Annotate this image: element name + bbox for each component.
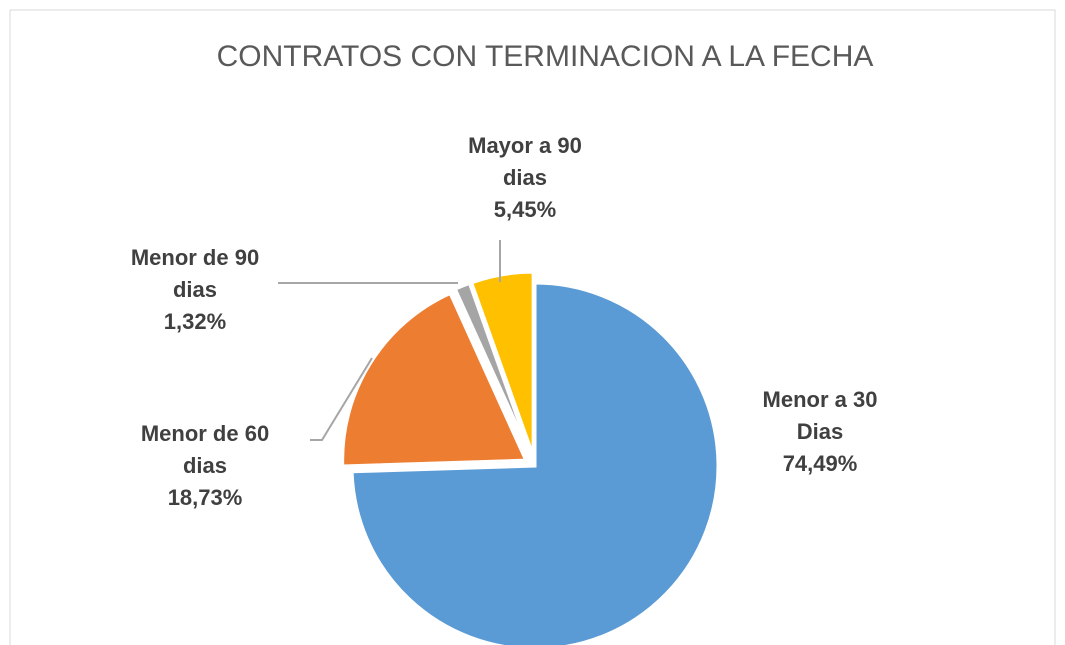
value-label: 18,73% [167, 485, 243, 510]
data-label: Menor de 60 dias 18,73% [125, 418, 285, 514]
pie-slice [350, 281, 720, 645]
data-label: Menor de 90 dias 1,32% [115, 242, 275, 338]
value-label: 5,45% [493, 197, 557, 222]
data-label: Menor a 30 Dias 74,49% [740, 384, 900, 480]
pie-slice [469, 270, 535, 456]
data-label: Mayor a 90 dias 5,45% [445, 130, 605, 226]
pie-slice [341, 291, 528, 468]
value-label: 74,49% [782, 451, 858, 476]
leader-line [310, 357, 373, 441]
chart-title: CONTRATOS CON TERMINACION A LA FECHA [217, 40, 874, 73]
category-label: Mayor a 90 dias [468, 133, 582, 190]
value-label: 1,32% [163, 309, 227, 334]
pie-slice [453, 281, 533, 457]
category-label: Menor a 30 Dias [762, 387, 878, 444]
category-label: Menor de 60 dias [140, 421, 270, 478]
category-label: Menor de 90 dias [130, 245, 260, 302]
